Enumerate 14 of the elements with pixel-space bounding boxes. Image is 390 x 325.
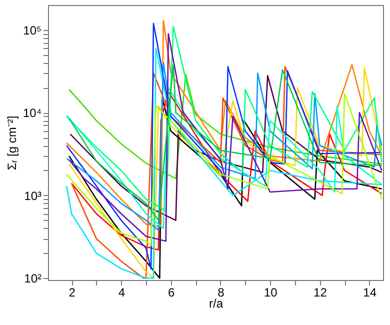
x-axis-title: r/a bbox=[208, 296, 224, 310]
y-tick-label: 10⁴ bbox=[22, 106, 42, 120]
x-tick-label: 14 bbox=[363, 286, 377, 300]
line-series bbox=[68, 74, 382, 180]
x-tick-label: 8 bbox=[218, 286, 225, 300]
x-tick-label: 4 bbox=[118, 286, 126, 300]
x-tick-label: 10 bbox=[264, 286, 278, 300]
y-tick-label: 10³ bbox=[24, 188, 42, 203]
x-tick-label: 6 bbox=[168, 286, 175, 300]
y-axis-title: Σᵣ [g cm⁻²] bbox=[4, 116, 19, 170]
y-tick-label: 10⁵ bbox=[23, 23, 42, 38]
y-tick-label: 10² bbox=[24, 272, 42, 286]
x-tick-label: 2 bbox=[68, 286, 76, 300]
x-tick-label: 12 bbox=[314, 286, 328, 300]
